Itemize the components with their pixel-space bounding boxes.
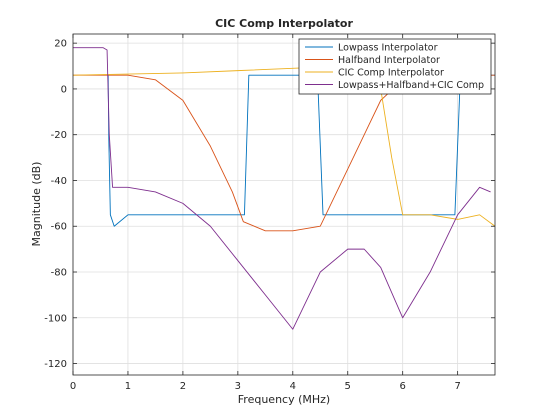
legend-entry-label: Lowpass Interpolator	[338, 43, 438, 54]
chart-title: CIC Comp Interpolator	[215, 17, 353, 30]
y-tick-label: -100	[44, 313, 67, 324]
y-tick-label: 20	[54, 39, 67, 50]
ticks	[72, 34, 495, 375]
x-tick-label: 4	[290, 381, 296, 392]
x-tick-label: 6	[400, 381, 406, 392]
x-tick-label: 7	[454, 381, 460, 392]
legend-entry-label: Halfband Interpolator	[338, 55, 440, 66]
x-axis-label: Frequency (MHz)	[238, 393, 330, 406]
legend-entry-label: Lowpass+Halfband+CIC Comp	[338, 80, 484, 91]
tick-labels: 0 1 2 3 4 5 6 7 -120 -100 -80 -60 -40 -20 0 20	[44, 39, 461, 392]
x-tick-label: 3	[235, 381, 241, 392]
y-tick-label: -80	[51, 268, 67, 279]
legend-entry-label: CIC Comp Interpolator	[338, 68, 444, 79]
y-tick-label: -20	[51, 130, 67, 141]
y-tick-label: -40	[51, 176, 67, 187]
x-tick-label: 1	[125, 381, 131, 392]
x-tick-label: 0	[70, 381, 76, 392]
x-tick-label: 5	[345, 381, 351, 392]
series-line-4	[73, 47, 491, 330]
y-tick-label: -120	[44, 359, 67, 370]
plot-frame	[72, 33, 496, 376]
series-line-1	[107, 74, 495, 227]
y-tick-label: 0	[61, 84, 67, 95]
y-axis-label: Magnitude (dB)	[30, 162, 43, 247]
y-tick-label: -60	[51, 222, 67, 233]
x-tick-label: 2	[180, 381, 186, 392]
